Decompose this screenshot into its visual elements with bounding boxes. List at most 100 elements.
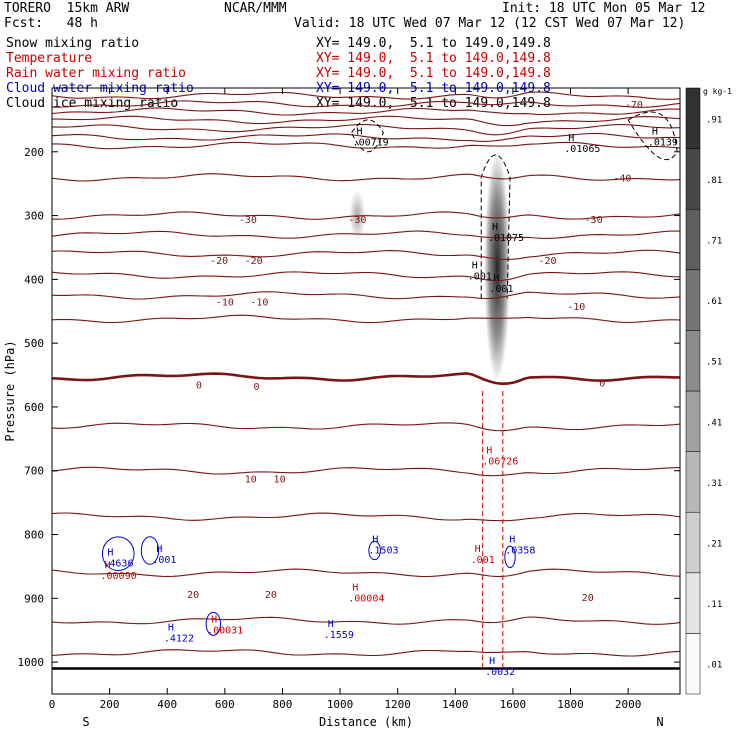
colorbar-label-4: .41 bbox=[706, 418, 722, 428]
cloud-water-contour-0 bbox=[101, 536, 135, 572]
x-tick-label-3: 600 bbox=[215, 698, 235, 711]
max-label-13: .1503 bbox=[368, 546, 398, 557]
x-tick-label-5: 1000 bbox=[327, 698, 354, 711]
x-axis-label: Distance (km) bbox=[319, 715, 413, 729]
field-xy-0: XY= 149.0, 5.1 to 149.0,149.8 bbox=[316, 36, 551, 51]
temperature-label-1: -40 bbox=[613, 173, 631, 184]
temperature-label-0: -70 bbox=[625, 100, 643, 111]
temperature-label-9: -10 bbox=[250, 298, 268, 309]
colorbar-segment-4 bbox=[685, 390, 701, 452]
max-marker-11: H bbox=[107, 547, 113, 558]
temperature-label-8: -10 bbox=[216, 298, 234, 309]
colorbar-label-5: .51 bbox=[706, 358, 722, 368]
max-label-3: .01075 bbox=[488, 233, 524, 244]
colorbar-label-2: .21 bbox=[706, 540, 722, 550]
max-label-6: .06726 bbox=[482, 456, 518, 467]
temperature-label-12: 0 bbox=[254, 382, 260, 393]
temperature-label-6: -20 bbox=[245, 256, 263, 267]
y-tick-label-1: 300 bbox=[24, 210, 44, 223]
temperature-label-10: -10 bbox=[567, 302, 585, 313]
x-tick-label-1: 200 bbox=[100, 698, 120, 711]
x-tick-label-4: 800 bbox=[273, 698, 293, 711]
field-name-1: Temperature bbox=[6, 51, 93, 66]
colorbar-segment-0 bbox=[685, 633, 701, 695]
max-marker-8: H bbox=[104, 560, 110, 571]
temperature-contour-30 bbox=[51, 649, 681, 657]
temperature-contour-25 bbox=[51, 616, 681, 625]
temperature-contour-5 bbox=[51, 422, 681, 432]
cloud-ice-contour-1 bbox=[351, 119, 384, 153]
max-marker-5: H bbox=[493, 273, 499, 284]
max-marker-17: H bbox=[489, 656, 495, 667]
max-label-0: .00719 bbox=[353, 137, 389, 148]
temperature-contour-0 bbox=[51, 372, 680, 386]
y-tick-label-4: 600 bbox=[24, 401, 44, 414]
colorbar-label-7: .71 bbox=[706, 237, 722, 247]
cloud-ice-contour-0 bbox=[480, 154, 511, 299]
temperature-contour--65 bbox=[52, 100, 681, 108]
max-label-9: .00004 bbox=[348, 594, 384, 605]
colorbar-label-9: .91 bbox=[706, 115, 722, 125]
plot-frame bbox=[51, 87, 681, 695]
temperature-contour--60 bbox=[51, 107, 681, 116]
colorbar-segment-3 bbox=[685, 451, 701, 513]
forecast-label: Fcst: 48 h bbox=[4, 16, 98, 31]
field-xy-4: XY= 149.0, 5.1 to 149.0,149.8 bbox=[316, 96, 551, 111]
temperature-contour--50 bbox=[51, 123, 681, 136]
max-marker-3: H bbox=[492, 222, 498, 233]
max-marker-6: H bbox=[486, 445, 492, 456]
max-marker-0: H bbox=[357, 126, 363, 137]
y-tick-label-0: 200 bbox=[24, 146, 44, 159]
max-label-14: .0358 bbox=[505, 546, 535, 557]
cloud-water-contour-1 bbox=[140, 536, 160, 565]
temperature-label-2: -30 bbox=[239, 215, 257, 226]
cloud-water-contour-3 bbox=[368, 540, 381, 561]
x-tick-label-9: 1800 bbox=[557, 698, 584, 711]
max-marker-10: H bbox=[211, 614, 217, 625]
cloud-water-contour-2 bbox=[205, 611, 222, 636]
max-marker-13: H bbox=[372, 535, 378, 546]
max-marker-4: H bbox=[472, 260, 478, 271]
max-marker-12: H bbox=[156, 544, 162, 555]
end-label-north: N bbox=[656, 715, 663, 729]
snow-blob-1 bbox=[484, 151, 511, 382]
temperature-contour--70 bbox=[51, 91, 681, 100]
model-label: TORERO 15km ARW bbox=[4, 1, 130, 16]
max-marker-16: H bbox=[328, 619, 334, 630]
max-label-4: .001 bbox=[468, 271, 492, 282]
max-label-7: .001 bbox=[471, 555, 495, 566]
y-tick-label-3: 500 bbox=[24, 337, 44, 350]
temperature-label-3: -30 bbox=[348, 215, 366, 226]
init-label: Init: 18 UTC Mon 05 Mar 12 bbox=[502, 1, 706, 16]
max-label-5: .001 bbox=[489, 284, 513, 295]
max-label-2: .0139 bbox=[648, 137, 678, 148]
temperature-label-17: 20 bbox=[265, 590, 277, 601]
y-tick-label-6: 800 bbox=[24, 529, 44, 542]
temperature-contour--30 bbox=[51, 211, 681, 220]
temperature-contour--35 bbox=[51, 173, 681, 182]
max-marker-1: H bbox=[568, 133, 574, 144]
colorbar-label-6: .61 bbox=[706, 297, 722, 307]
max-marker-9: H bbox=[352, 583, 358, 594]
center-label: NCAR/MMM bbox=[224, 1, 287, 16]
colorbar-label-1: .11 bbox=[706, 600, 722, 610]
temperature-contour-20 bbox=[51, 568, 681, 578]
field-xy-1: XY= 149.0, 5.1 to 149.0,149.8 bbox=[316, 51, 551, 66]
max-marker-15: H bbox=[168, 623, 174, 634]
temperature-contour--10 bbox=[51, 291, 681, 300]
max-label-10: .00031 bbox=[207, 625, 243, 636]
temperature-label-7: -20 bbox=[538, 256, 556, 267]
max-label-15: .4122 bbox=[164, 634, 194, 645]
temperature-contour--5 bbox=[51, 314, 681, 324]
colorbar-label-8: .81 bbox=[706, 176, 722, 186]
colorbar-segment-1 bbox=[685, 572, 701, 634]
colorbar-segment-2 bbox=[685, 511, 701, 574]
temperature-label-16: 20 bbox=[187, 590, 199, 601]
field-name-2: Rain water mixing ratio bbox=[6, 66, 187, 81]
y-tick-label-5: 700 bbox=[24, 465, 44, 478]
colorbar-segment-5 bbox=[685, 330, 701, 392]
max-label-1: .01065 bbox=[564, 144, 600, 155]
temperature-label-13: 0 bbox=[599, 379, 605, 390]
temperature-contour--15 bbox=[51, 271, 681, 282]
